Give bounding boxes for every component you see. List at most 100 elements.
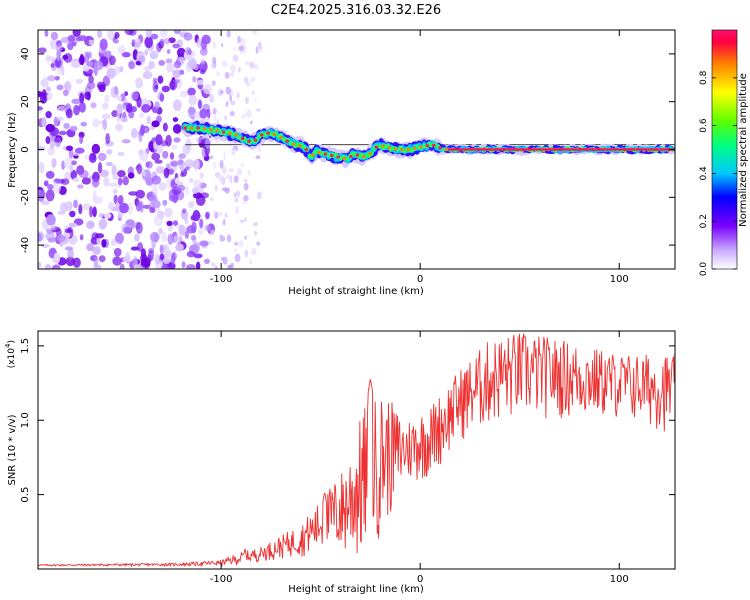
noise-blob <box>153 143 164 154</box>
noise-blob <box>142 70 153 80</box>
noise-blob <box>155 166 165 174</box>
noise-blob <box>102 119 108 131</box>
noise-blob <box>117 45 126 55</box>
noise-blob <box>134 233 140 242</box>
noise-blob <box>79 234 84 241</box>
noise-blob <box>212 108 217 115</box>
noise-blob <box>211 62 217 69</box>
noise-blob <box>152 81 159 93</box>
trace-peak <box>259 133 264 137</box>
noise-blob <box>98 255 106 263</box>
noise-blob <box>223 151 226 161</box>
noise-blob <box>245 96 249 105</box>
colorbar-tick-label: 0.0 <box>699 262 709 277</box>
trace-peak <box>189 126 194 130</box>
noise-blob <box>257 43 263 53</box>
noise-blob <box>70 169 78 180</box>
noise-blob <box>74 147 85 154</box>
noise-blob <box>54 56 64 69</box>
noise-blob <box>242 200 246 205</box>
colorbar-gradient <box>712 30 737 269</box>
noise-blob <box>132 256 138 268</box>
trace-peak <box>368 151 372 155</box>
trace-peak <box>406 147 411 152</box>
noise-blob <box>169 152 175 160</box>
noise-blob <box>124 30 135 36</box>
x-tick-label: 0 <box>417 274 423 285</box>
noise-blob <box>191 221 197 234</box>
noise-blob <box>163 167 170 179</box>
noise-blob <box>253 64 259 70</box>
noise-blob <box>150 33 159 40</box>
noise-blob <box>172 79 180 84</box>
noise-blob <box>249 61 255 69</box>
noise-blob <box>102 75 111 87</box>
trace-peak <box>438 146 442 150</box>
noise-blob <box>173 30 181 35</box>
noise-blob <box>199 192 209 199</box>
noise-blob <box>148 60 155 69</box>
noise-blob <box>88 153 97 164</box>
spectrogram-image <box>38 30 675 269</box>
noise-blob <box>72 30 81 37</box>
noise-blob <box>177 159 184 166</box>
noise-blob <box>139 150 149 162</box>
noise-blob <box>253 230 258 236</box>
noise-blob <box>41 117 47 127</box>
noise-blob <box>196 79 205 86</box>
trace-peak <box>330 153 334 158</box>
trace-blob <box>403 148 408 153</box>
noise-blob <box>82 65 90 72</box>
noise-blob <box>106 149 113 155</box>
noise-blob <box>65 256 75 267</box>
noise-blob <box>69 125 78 132</box>
snr-multiplier-base: (x10 <box>7 348 17 369</box>
colorbar-tick-label: 0.8 <box>699 70 709 85</box>
noise-blob <box>60 65 65 76</box>
noise-blob <box>190 235 197 241</box>
noise-blob <box>85 39 90 45</box>
noise-blob <box>46 56 56 61</box>
noise-blob <box>229 110 235 117</box>
trace-peak <box>247 139 251 143</box>
snr-series <box>38 333 675 568</box>
noise-blob <box>135 189 146 199</box>
trace-peak <box>208 128 213 132</box>
colorbar-ticks: 0.0 0.2 0.4 0.6 0.8 <box>699 70 737 276</box>
noise-blob <box>96 236 101 246</box>
svg-text:(x104): (x104) <box>4 340 17 368</box>
noise-blob <box>211 80 216 86</box>
trace-peak <box>431 143 436 147</box>
trace-peak <box>240 136 245 141</box>
noise-blob <box>247 169 251 176</box>
noise-blob <box>199 240 209 247</box>
noise-blob <box>151 120 160 128</box>
noise-blob <box>51 158 57 168</box>
noise-blob <box>219 159 224 169</box>
trace-peak <box>380 144 385 148</box>
noise-blob <box>159 30 168 39</box>
noise-blob <box>239 219 245 223</box>
spectrogram-x-ticks: -100 0 100 <box>210 30 629 285</box>
x-tick-label: -100 <box>210 574 233 585</box>
trace-peak <box>221 130 226 134</box>
noise-blob <box>151 152 161 161</box>
noise-blob <box>218 174 224 182</box>
noise-blob <box>115 123 123 132</box>
noise-blob <box>116 95 122 101</box>
noise-blob <box>47 237 57 243</box>
noise-blob <box>77 184 84 189</box>
noise-blob <box>204 224 212 232</box>
noise-blob <box>135 77 144 89</box>
snr-y-multiplier: (x104) <box>4 340 17 368</box>
noise-blob <box>233 47 236 51</box>
noise-blob <box>117 177 123 186</box>
y-tick-label: 0 <box>20 146 31 152</box>
trace-peak <box>285 139 290 143</box>
noise-blob <box>113 247 122 257</box>
noise-blob <box>138 55 146 63</box>
noise-blob <box>98 212 104 218</box>
noise-blob <box>154 252 159 261</box>
spectrogram-y-label: Frequency (Hz) <box>7 112 18 188</box>
noise-blob <box>99 169 110 178</box>
